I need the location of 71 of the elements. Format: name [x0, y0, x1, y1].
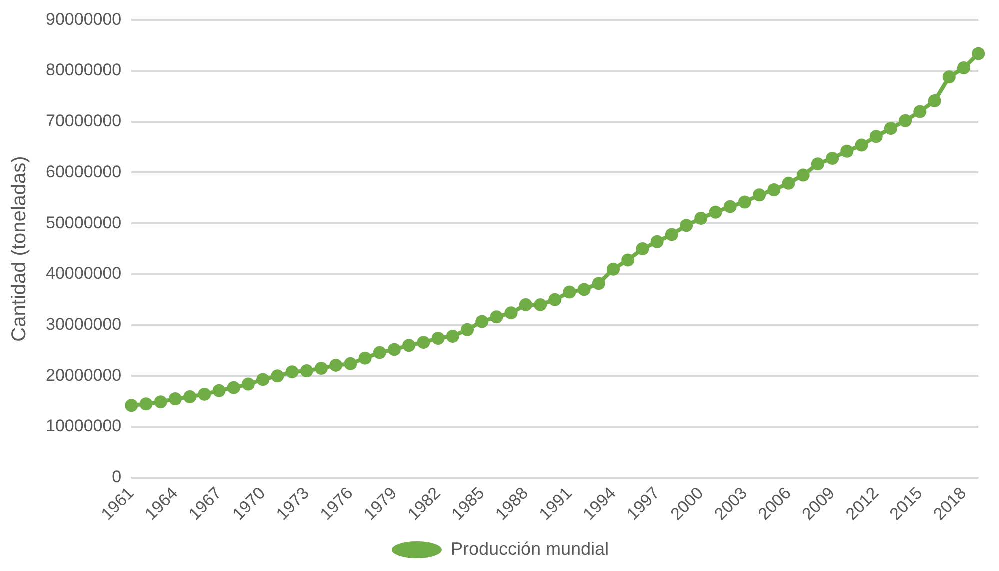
y-tick-label: 10000000 — [46, 416, 122, 436]
point — [184, 390, 197, 404]
point — [373, 346, 386, 360]
point — [432, 332, 445, 346]
y-tick-label: 50000000 — [46, 213, 122, 232]
point — [972, 47, 986, 60]
point — [811, 158, 824, 171]
point — [796, 168, 810, 182]
point — [694, 212, 708, 226]
point — [154, 396, 168, 409]
point — [388, 343, 401, 356]
point — [826, 152, 840, 166]
point — [198, 388, 212, 401]
point — [607, 262, 620, 276]
point — [928, 94, 942, 108]
point — [300, 364, 314, 378]
point — [884, 122, 898, 136]
point — [330, 358, 343, 372]
point — [724, 200, 737, 214]
point — [446, 330, 460, 343]
point — [271, 370, 284, 383]
y-tick-label: 20000000 — [46, 366, 122, 385]
point — [242, 378, 255, 391]
point — [665, 228, 678, 242]
y-axis-title: Cantidad (toneladas) — [8, 156, 31, 342]
point — [914, 105, 927, 118]
point — [358, 352, 372, 365]
point — [286, 366, 299, 379]
point — [650, 235, 664, 248]
point — [899, 114, 912, 128]
point — [680, 219, 694, 232]
point — [256, 373, 270, 386]
point — [636, 242, 650, 256]
y-tick-label: 90000000 — [46, 10, 122, 29]
point — [534, 298, 548, 312]
point — [125, 399, 138, 412]
legend-label: Producción mundial — [450, 538, 610, 559]
point — [622, 254, 635, 267]
point — [460, 323, 474, 336]
point — [314, 362, 328, 376]
y-tick-label: 0 — [112, 468, 122, 487]
point — [782, 176, 796, 190]
point — [519, 298, 532, 312]
point — [592, 277, 606, 290]
point — [709, 206, 722, 219]
point — [168, 392, 182, 406]
y-tick-label: 80000000 — [46, 60, 122, 80]
y-tick-label: 60000000 — [46, 162, 122, 182]
point — [768, 184, 781, 197]
point — [504, 306, 518, 320]
point — [957, 62, 970, 74]
point — [855, 138, 868, 152]
point — [563, 286, 576, 299]
y-tick-label: 70000000 — [46, 112, 122, 131]
point — [476, 315, 489, 328]
point — [402, 339, 416, 352]
point — [490, 310, 504, 324]
point — [870, 130, 883, 144]
point — [227, 381, 240, 394]
point — [417, 336, 430, 350]
point — [140, 398, 153, 411]
point — [548, 293, 562, 306]
point — [212, 384, 226, 398]
point — [753, 188, 766, 202]
point — [344, 357, 358, 370]
y-tick-label: 40000000 — [46, 264, 122, 284]
point — [942, 70, 956, 84]
y-tick-label: 30000000 — [46, 314, 122, 334]
point — [840, 144, 854, 158]
point — [738, 196, 752, 209]
point — [578, 283, 591, 296]
